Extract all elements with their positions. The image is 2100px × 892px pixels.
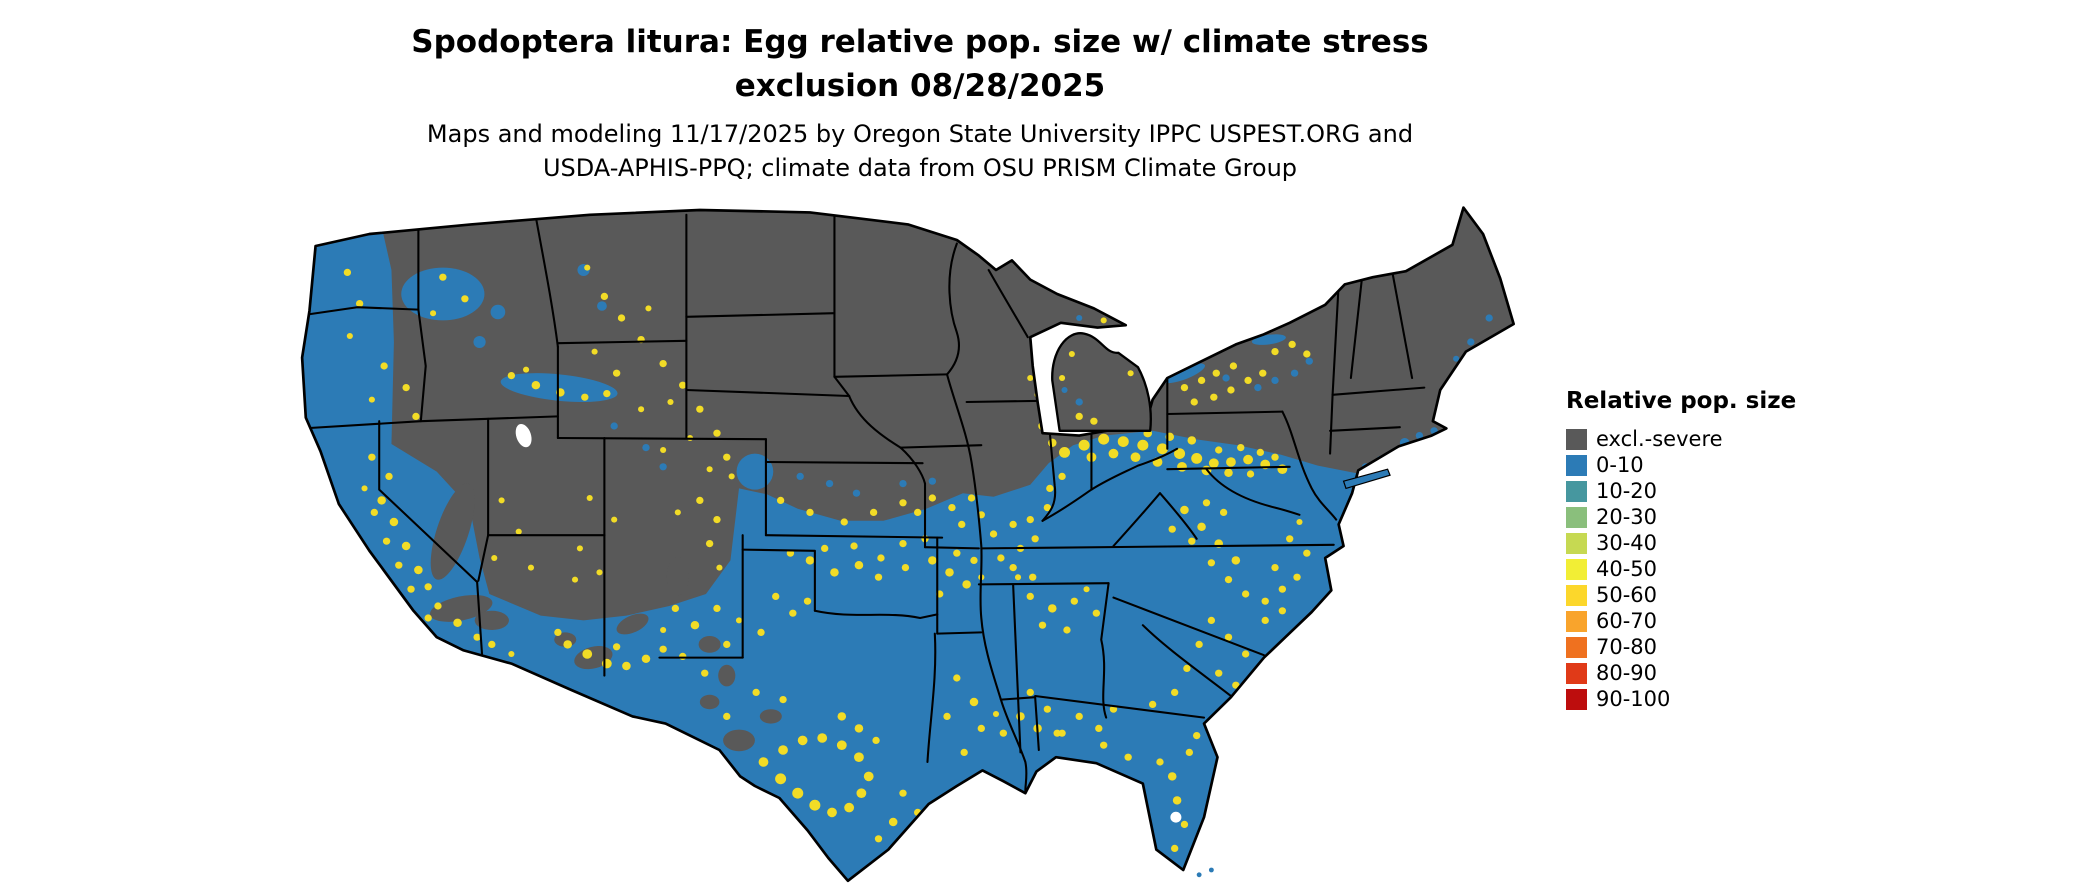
legend-swatch: [1566, 610, 1587, 632]
legend-item-label: 10-20: [1596, 479, 1658, 503]
figure-subtitle-line2: USDA-APHIS-PPQ; climate data from OSU PR…: [542, 153, 1298, 182]
legend-item-label: 30-40: [1596, 531, 1658, 555]
legend-item: 40-50: [1566, 556, 1846, 582]
legend-swatch: [1566, 688, 1587, 710]
figure-subtitle-line1: Maps and modeling 11/17/2025 by Oregon S…: [426, 120, 1414, 148]
legend-swatch: [1566, 636, 1587, 658]
legend-item-label: 50-60: [1596, 583, 1658, 607]
legend-swatch: [1566, 558, 1587, 580]
legend-item: 70-80: [1566, 634, 1846, 660]
figure-title-line2: exclusion 08/28/2025: [734, 68, 1106, 105]
figure-title: Spodoptera litura: Egg relative pop. siz…: [320, 20, 1520, 108]
figure-title-line1: Spodoptera litura: Egg relative pop. siz…: [411, 24, 1429, 60]
legend-item: 90-100: [1566, 686, 1846, 712]
legend-item: 60-70: [1566, 608, 1846, 634]
legend-swatch: [1566, 454, 1587, 476]
legend-item-label: 70-80: [1596, 635, 1658, 659]
legend-item-label: 60-70: [1596, 609, 1658, 633]
mid-population-speckles: [343, 264, 1311, 852]
legend: Relative pop. size excl.-severe 0-10 10-…: [1566, 388, 1846, 712]
legend-swatch: [1566, 662, 1587, 684]
figure-subtitle: Maps and modeling 11/17/2025 by Oregon S…: [320, 118, 1520, 185]
excluded-patches: [429, 483, 782, 752]
legend-item: 10-20: [1566, 478, 1846, 504]
us-map: [300, 206, 1515, 883]
coastal-islands: [1196, 468, 1391, 878]
legend-swatch: [1566, 428, 1587, 450]
legend-swatch: [1566, 480, 1587, 502]
michigan-peninsula: [1051, 332, 1152, 432]
legend-item-label: 0-10: [1596, 453, 1644, 477]
legend-item: 80-90: [1566, 660, 1846, 686]
legend-items: excl.-severe 0-10 10-20 20-30: [1566, 426, 1846, 712]
legend-item: 50-60: [1566, 582, 1846, 608]
legend-item-label: 40-50: [1596, 557, 1658, 581]
legend-swatch: [1566, 506, 1587, 528]
us-outline: [300, 206, 1515, 883]
state-borders: [302, 213, 1426, 792]
legend-item-label: excl.-severe: [1596, 427, 1723, 451]
legend-item: excl.-severe: [1566, 426, 1846, 452]
legend-item: 0-10: [1566, 452, 1846, 478]
legend-item-label: 90-100: [1596, 687, 1671, 711]
legend-item: 20-30: [1566, 504, 1846, 530]
legend-swatch: [1566, 532, 1587, 554]
legend-item-label: 80-90: [1596, 661, 1658, 685]
legend-title: Relative pop. size: [1566, 388, 1797, 414]
inland-lakes: [515, 423, 1182, 823]
legend-swatch: [1566, 584, 1587, 606]
legend-item: 30-40: [1566, 530, 1846, 556]
legend-item-label: 20-30: [1596, 505, 1658, 529]
